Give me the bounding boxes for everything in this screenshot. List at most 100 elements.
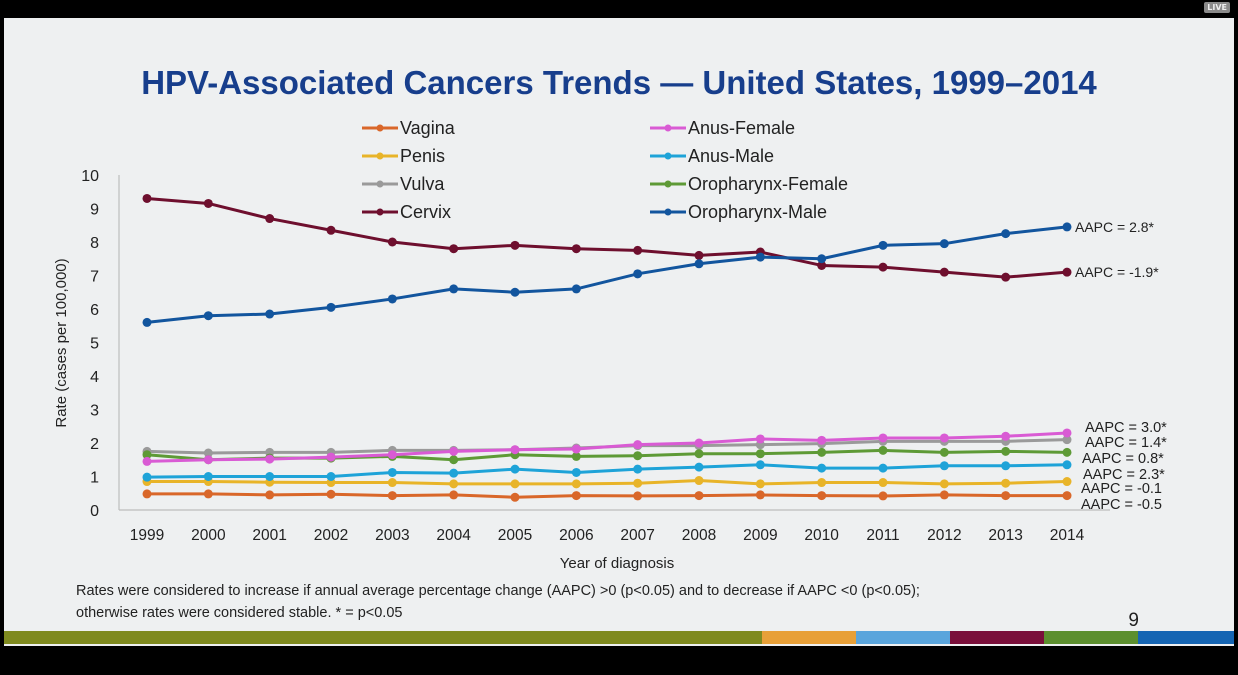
data-point-vagina: [1001, 491, 1011, 501]
x-tick-label: 2014: [1050, 527, 1085, 544]
data-point-anus-male: [510, 464, 520, 474]
data-point-anus-male: [817, 463, 827, 473]
data-point-anus-male: [203, 472, 213, 481]
data-point-cervix: [1001, 272, 1011, 282]
footnote-line-2: otherwise rates were considered stable. …: [76, 605, 403, 621]
data-point-cervix: [265, 214, 275, 224]
data-point-anus-female: [265, 454, 275, 464]
data-point-oropharynx-female: [878, 445, 888, 455]
legend-label-oropharynx-male: Oropharynx-Male: [688, 202, 827, 222]
slide: HPV-Associated Cancers Trends — United S…: [4, 18, 1234, 646]
data-point-anus-male: [694, 462, 704, 472]
aapc-label-anus-female: AAPC = 3.0*: [1085, 420, 1167, 436]
x-tick-label: 2000: [191, 527, 226, 544]
data-point-cervix: [1062, 267, 1072, 277]
legend-label-penis: Penis: [400, 146, 445, 166]
x-tick-label: 1999: [130, 527, 164, 544]
series-line-anus-female: [146, 431, 1068, 463]
data-point-penis: [1001, 478, 1011, 488]
live-badge: LIVE: [1204, 2, 1230, 13]
data-point-cervix: [326, 225, 336, 235]
data-point-cervix: [939, 267, 949, 277]
series-line-oropharynx-male: [146, 225, 1068, 324]
data-point-vagina: [817, 491, 827, 501]
legend-marker-penis: [376, 152, 384, 160]
data-point-cervix: [142, 193, 152, 203]
data-point-penis: [878, 478, 888, 488]
x-tick-label: 2008: [682, 527, 716, 544]
data-point-vagina: [203, 489, 213, 499]
legend-marker-cervix: [376, 208, 384, 216]
data-point-anus-male: [326, 472, 336, 481]
data-point-oropharynx-male: [326, 302, 336, 312]
data-point-oropharynx-female: [755, 449, 765, 459]
data-point-oropharynx-male: [878, 240, 888, 250]
aapc-label-penis: AAPC = -0.1: [1081, 481, 1162, 497]
data-point-anus-male: [449, 468, 459, 478]
data-point-anus-male: [633, 464, 643, 474]
data-point-penis: [449, 479, 459, 489]
data-point-vagina: [1062, 491, 1072, 501]
legend-marker-vulva: [376, 180, 384, 188]
y-tick-label: 0: [90, 503, 99, 520]
data-point-cervix: [694, 250, 704, 260]
x-tick-label: 2011: [866, 527, 899, 544]
aapc-label-oropharynx-female: AAPC = 0.8*: [1082, 451, 1164, 467]
x-tick-label: 2009: [743, 527, 777, 544]
data-point-vagina: [265, 490, 275, 500]
stripe-segment: [950, 631, 1044, 644]
data-point-anus-male: [939, 461, 949, 471]
data-point-anus-female: [694, 438, 704, 448]
data-point-vagina: [510, 492, 520, 502]
data-point-vulva: [1062, 435, 1072, 445]
data-point-anus-female: [878, 433, 888, 443]
data-point-vagina: [694, 491, 704, 501]
legend-label-anus-female: Anus-Female: [688, 118, 795, 138]
stripe-segment: [1044, 631, 1138, 644]
slide-title: HPV-Associated Cancers Trends — United S…: [141, 64, 1097, 101]
data-point-oropharynx-female: [571, 451, 581, 461]
x-axis-title: Year of diagnosis: [560, 555, 675, 572]
y-tick-label: 3: [90, 403, 99, 420]
data-point-anus-female: [1001, 431, 1011, 441]
data-point-penis: [633, 478, 643, 488]
data-point-penis: [817, 478, 827, 488]
series-line-anus-male: [146, 463, 1068, 479]
legend-marker-vagina: [376, 124, 384, 132]
y-tick-label: 4: [90, 369, 99, 386]
data-point-anus-female: [633, 440, 643, 450]
y-tick-label: 7: [90, 269, 99, 286]
stripe-segment: [1138, 631, 1234, 644]
data-point-anus-male: [1062, 460, 1072, 470]
data-point-oropharynx-male: [633, 269, 643, 279]
x-tick-label: 2005: [498, 527, 532, 544]
data-point-oropharynx-female: [1001, 446, 1011, 456]
data-point-anus-female: [571, 444, 581, 454]
data-point-vagina: [387, 491, 397, 501]
data-point-anus-female: [939, 433, 949, 443]
legend-label-anus-male: Anus-Male: [688, 146, 774, 166]
legend-label-vulva: Vulva: [400, 174, 445, 194]
legend-marker-oropharynx-female: [664, 180, 672, 188]
data-point-oropharynx-male: [387, 294, 397, 304]
data-point-oropharynx-male: [449, 284, 459, 294]
y-tick-label: 8: [90, 235, 99, 252]
data-point-anus-female: [387, 450, 397, 460]
data-point-cervix: [203, 198, 213, 208]
data-point-oropharynx-male: [510, 287, 520, 297]
data-point-cervix: [449, 244, 459, 254]
data-point-oropharynx-male: [142, 317, 152, 327]
x-tick-label: 2012: [927, 527, 961, 544]
data-point-oropharynx-male: [1001, 229, 1011, 239]
data-point-vagina: [142, 489, 152, 499]
y-tick-label: 6: [90, 302, 99, 319]
data-point-anus-female: [1062, 428, 1072, 438]
data-point-oropharynx-male: [571, 284, 581, 294]
x-tick-label: 2004: [436, 527, 471, 544]
y-tick-label: 10: [81, 168, 99, 185]
data-point-anus-female: [510, 445, 520, 455]
stripe-segment: [762, 631, 856, 644]
legend-marker-anus-male: [664, 152, 672, 160]
data-point-penis: [1062, 477, 1072, 487]
data-point-anus-male: [878, 463, 888, 473]
